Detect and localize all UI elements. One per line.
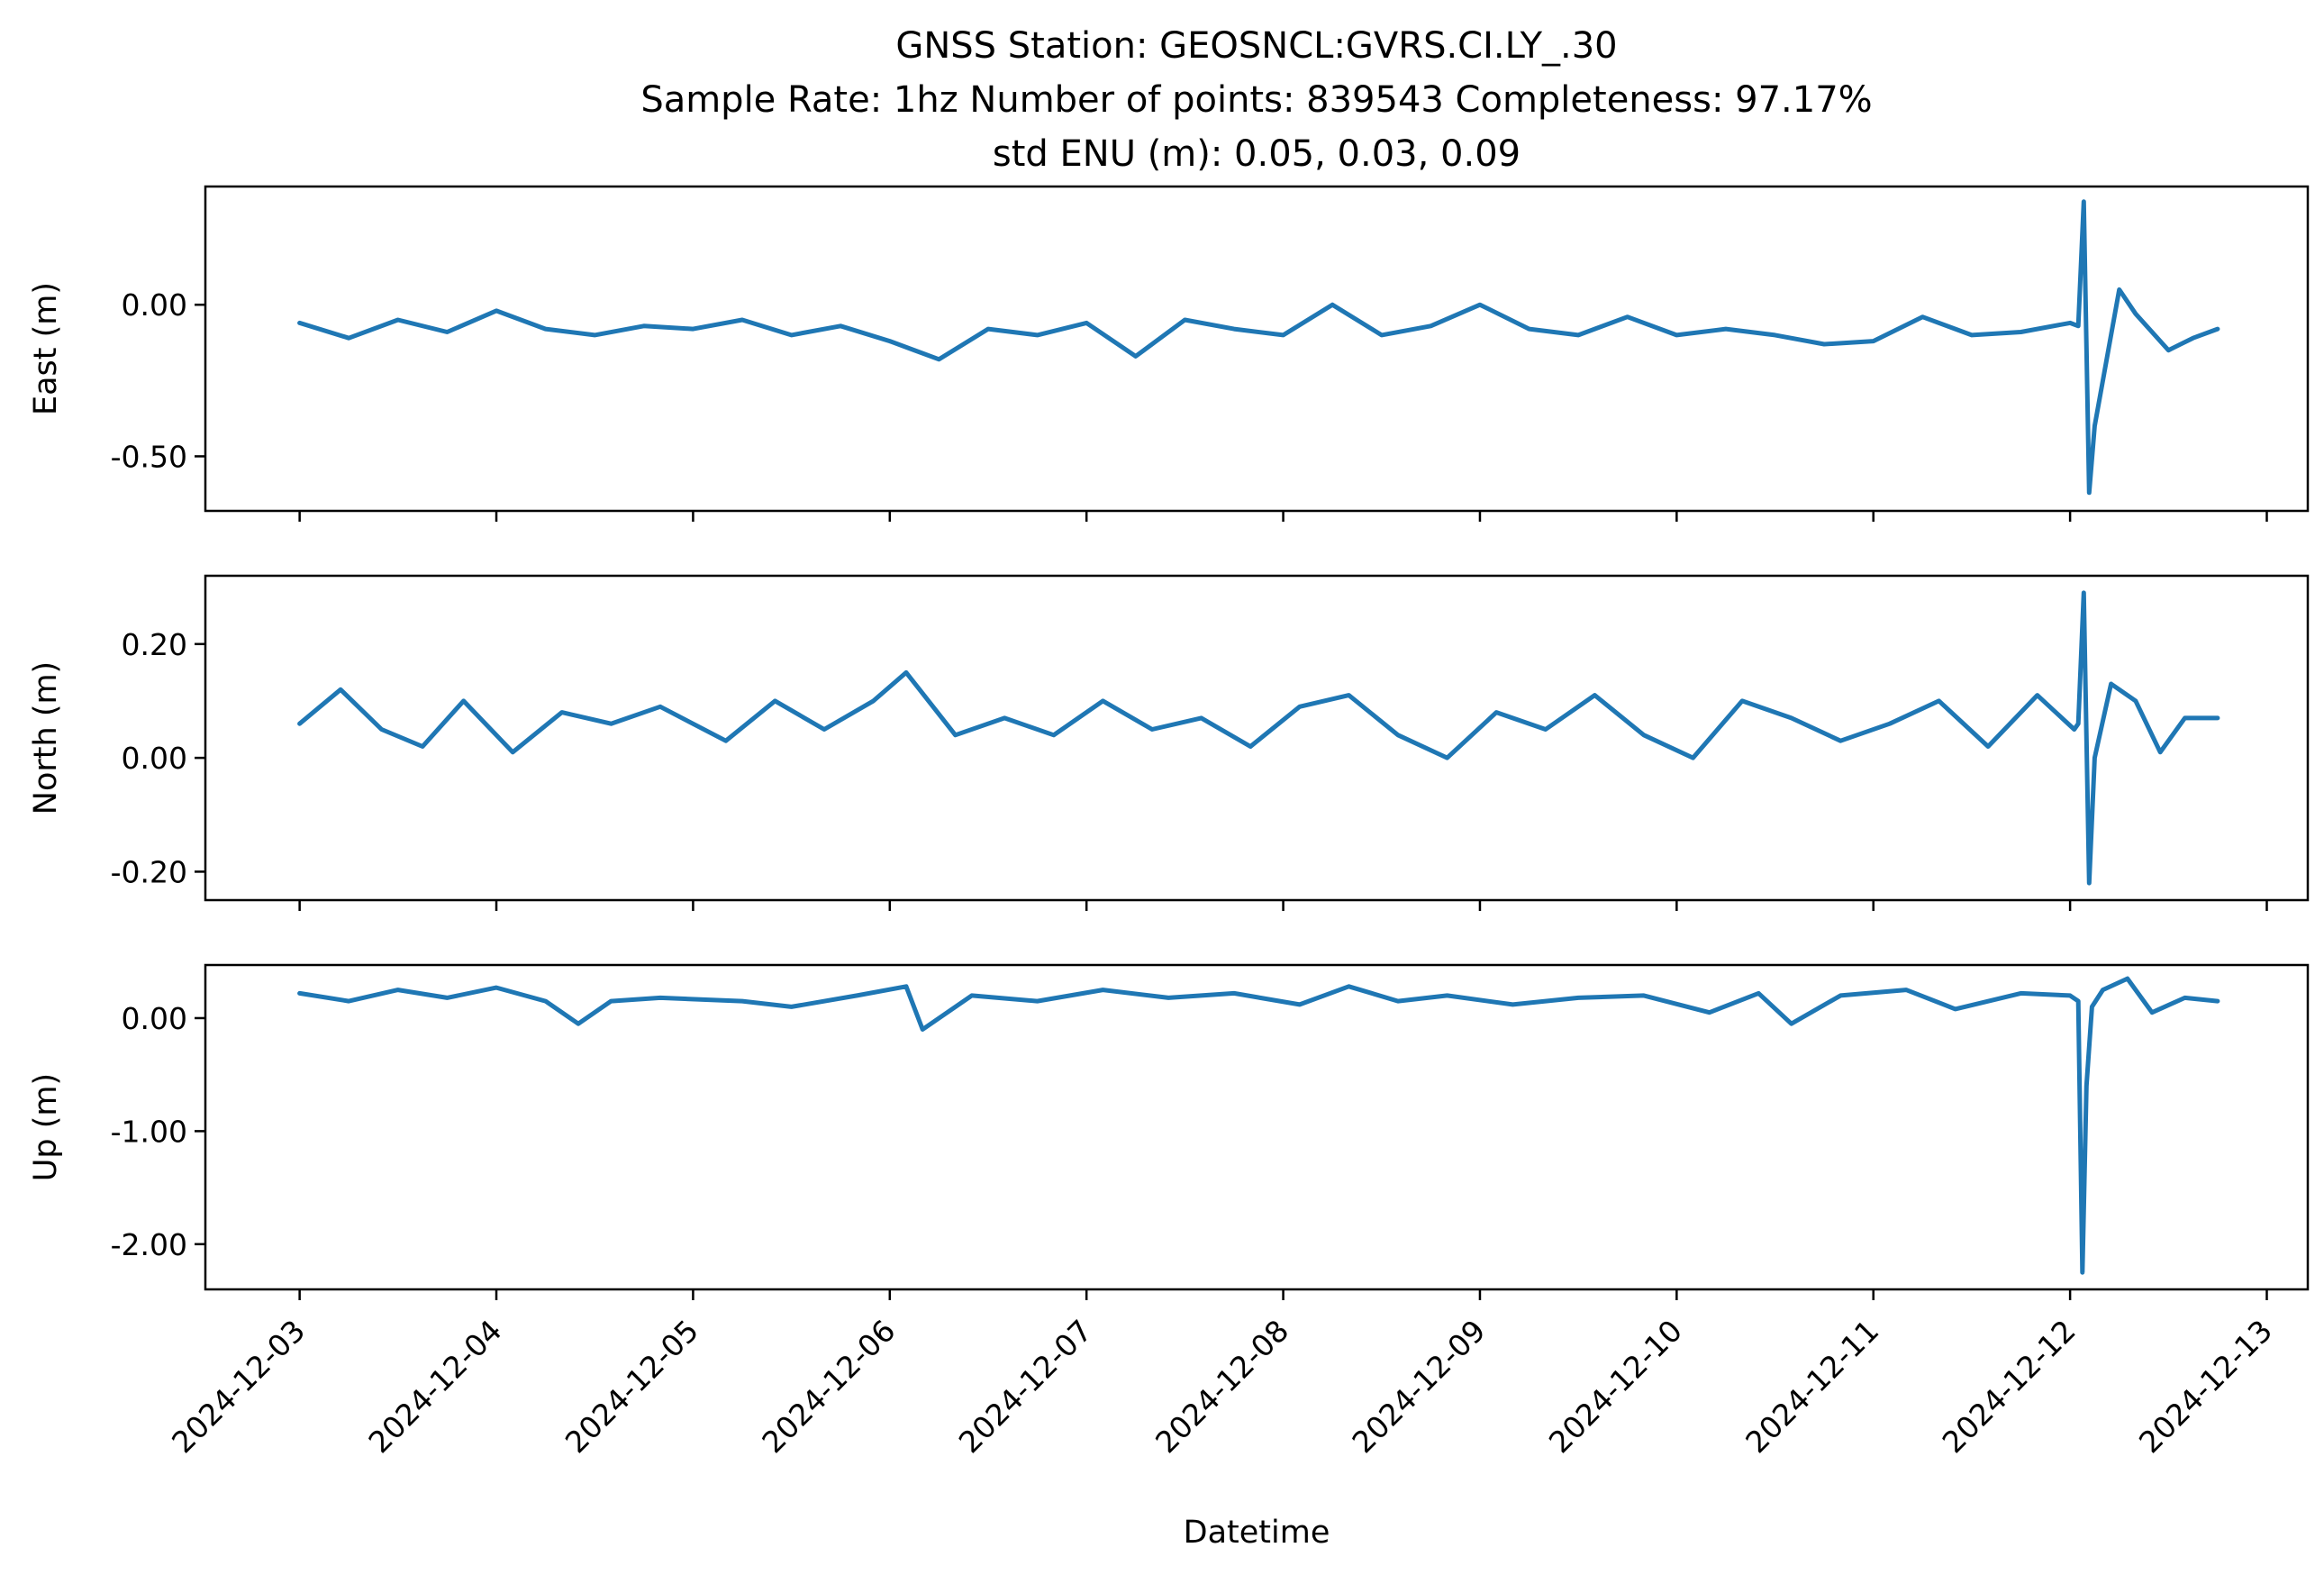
- x-tick-label: 2024-12-13: [2132, 1313, 2279, 1460]
- x-tick-label: 2024-12-12: [1936, 1313, 2083, 1460]
- y-tick-label-north: -0.20: [111, 854, 187, 889]
- x-tick-label: 2024-12-09: [1345, 1313, 1492, 1460]
- x-axis-label: Datetime: [1184, 1515, 1330, 1551]
- chart-title: GNSS Station: GEOSNCL:GVRS.CI.LY_.30 Sam…: [640, 25, 1872, 175]
- y-tick-label-up: -1.00: [111, 1114, 187, 1149]
- x-tick-label: 2024-12-10: [1542, 1313, 1689, 1460]
- y-tick-label-north: 0.00: [122, 741, 187, 776]
- series-line-north: [297, 590, 2220, 886]
- y-axis-label-north: North (m): [28, 661, 64, 815]
- y-tick-label-east: -0.50: [111, 439, 187, 474]
- series-line-up: [297, 976, 2220, 1275]
- y-axis-label-east: East (m): [28, 282, 64, 415]
- y-tick-label-east: 0.00: [122, 287, 187, 323]
- y-tick-label-north: 0.20: [122, 627, 187, 662]
- x-tick-label: 2024-12-11: [1738, 1313, 1885, 1460]
- panel-north: 0.20 0.00 -0.20 North (m): [28, 574, 2310, 911]
- chart-title-line-3: std ENU (m): 0.05, 0.03, 0.09: [993, 133, 1521, 175]
- x-tick-label: 2024-12-08: [1148, 1313, 1295, 1460]
- panel-east: 0.00 -0.50 East (m): [28, 185, 2310, 522]
- x-tick-label: 2024-12-04: [361, 1313, 508, 1460]
- plot-frame-north: [204, 574, 2310, 902]
- plot-frame-east: [204, 185, 2310, 513]
- series-line-east: [297, 199, 2220, 496]
- x-tick-label: 2024-12-07: [952, 1313, 1099, 1460]
- plot-frame-up: [204, 963, 2310, 1291]
- x-tick-label: 2024-12-03: [165, 1313, 312, 1460]
- x-axis-tick-labels: 2024-12-03 2024-12-04 2024-12-05 2024-12-06…: [165, 1313, 2279, 1460]
- y-axis-label-up: Up (m): [28, 1073, 64, 1181]
- panel-up: 0.00 -1.00 -2.00 Up (m): [28, 963, 2310, 1300]
- x-tick-label: 2024-12-06: [755, 1313, 902, 1460]
- x-tick-label: 2024-12-05: [558, 1313, 705, 1460]
- y-tick-label-up: 0.00: [122, 1001, 187, 1036]
- chart-title-line-2: Sample Rate: 1hz Number of points: 83954…: [640, 79, 1872, 121]
- y-tick-label-up: -2.00: [111, 1227, 187, 1262]
- chart-title-line-1: GNSS Station: GEOSNCL:GVRS.CI.LY_.30: [895, 25, 1617, 67]
